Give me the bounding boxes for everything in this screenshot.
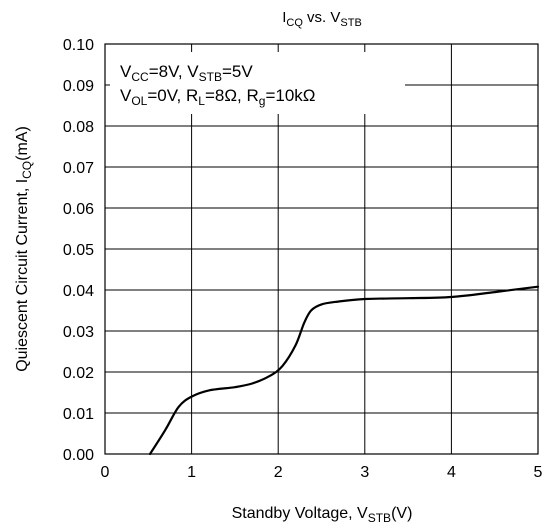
x-tick-label: 1 (187, 464, 196, 481)
y-tick-label: 0.08 (63, 119, 94, 136)
y-tick-label: 0.10 (63, 37, 94, 54)
y-tick-label: 0.07 (63, 160, 94, 177)
y-tick-label: 0.01 (63, 406, 94, 423)
x-tick-label: 0 (101, 464, 110, 481)
chart-title: ICQ vs. VSTB (282, 9, 362, 29)
y-tick-label: 0.05 (63, 242, 94, 259)
y-tick-label: 0.09 (63, 78, 94, 95)
x-axis-label: Standby Voltage, VSTB(V) (232, 505, 413, 525)
y-tick-label: 0.06 (63, 201, 94, 218)
plot-frame (104, 43, 539, 455)
x-tick-label: 5 (534, 464, 543, 481)
annotation-line-2: VOL=0V, RL=8Ω, Rg=10kΩ (120, 86, 316, 108)
y-tick-label: 0.04 (63, 283, 94, 300)
y-tick-label: 0.02 (63, 365, 94, 382)
x-tick-labels: 0 1 2 3 4 5 (101, 464, 543, 481)
x-tick-label: 2 (274, 464, 283, 481)
y-tick-label: 0.00 (63, 447, 94, 464)
y-tick-labels: 0.00 0.01 0.02 0.03 0.04 0.05 0.06 0.07 0.08 0.09… (63, 37, 94, 464)
y-axis-label: Quiescent Circuit Current, ICQ(mA) (14, 126, 34, 372)
annotation-line-1: VCC=8V, VSTB=5V (120, 62, 253, 84)
annotation-background (110, 52, 405, 114)
y-tick-label: 0.03 (63, 324, 94, 341)
x-tick-label: 4 (447, 464, 456, 481)
x-tick-label: 3 (360, 464, 369, 481)
series-line (148, 285, 540, 456)
